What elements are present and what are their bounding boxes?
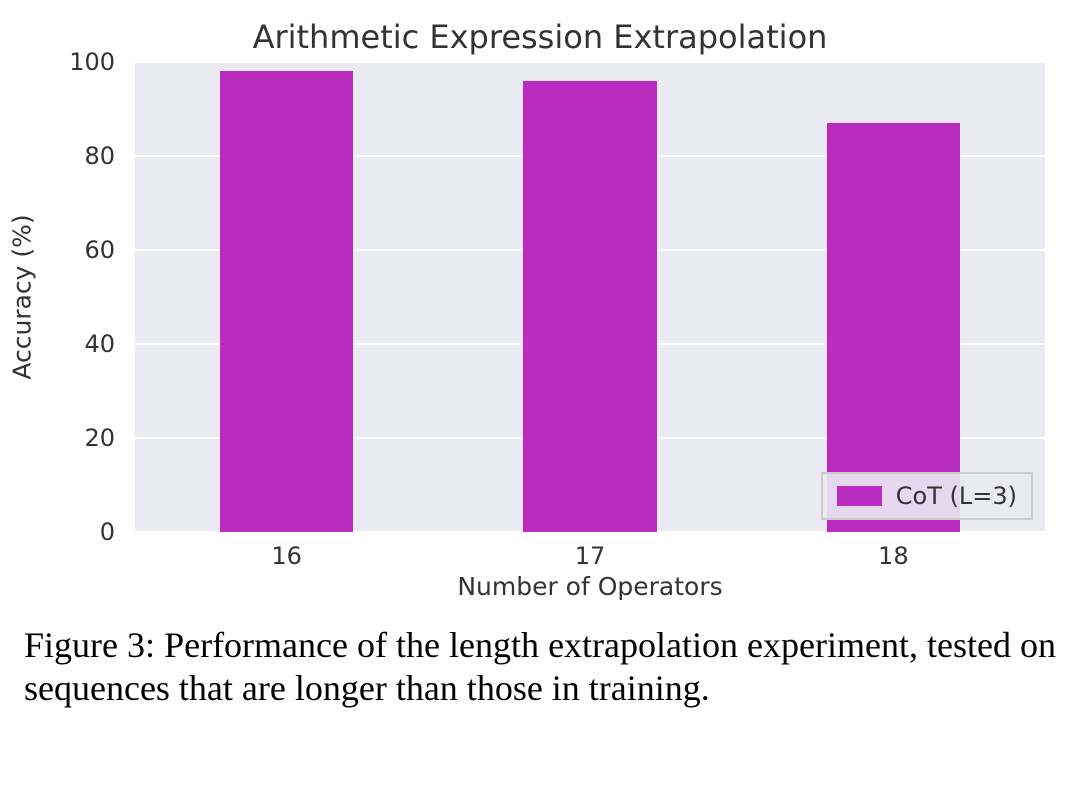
- x-axis: 16 17 18: [135, 540, 1045, 570]
- x-tick-label: 16: [271, 542, 302, 570]
- y-tick-label: 80: [84, 142, 115, 170]
- y-tick-label: 40: [84, 330, 115, 358]
- x-axis-label: Number of Operators: [135, 572, 1045, 601]
- y-tick-label: 60: [84, 236, 115, 264]
- caption-text: Performance of the length extrapolation …: [24, 625, 1056, 708]
- figure-caption: Figure 3: Performance of the length extr…: [0, 610, 1080, 710]
- bar: [827, 123, 960, 532]
- bar: [523, 81, 656, 532]
- grid-line: [135, 61, 1045, 63]
- chart-title: Arithmetic Expression Extrapolation: [0, 18, 1080, 56]
- legend-label: CoT (L=3): [896, 482, 1017, 510]
- x-tick-label: 17: [575, 542, 606, 570]
- plot-area: CoT (L=3): [135, 62, 1045, 532]
- y-tick-label: 20: [84, 424, 115, 452]
- chart-container: Arithmetic Expression Extrapolation CoT …: [0, 0, 1080, 610]
- legend: CoT (L=3): [821, 472, 1033, 520]
- x-tick-label: 18: [878, 542, 909, 570]
- y-axis-label: Accuracy (%): [8, 214, 37, 379]
- bar: [220, 71, 353, 532]
- caption-prefix: Figure 3:: [24, 625, 155, 665]
- legend-swatch: [837, 486, 882, 506]
- y-tick-label: 100: [69, 48, 115, 76]
- y-tick-label: 0: [100, 518, 115, 546]
